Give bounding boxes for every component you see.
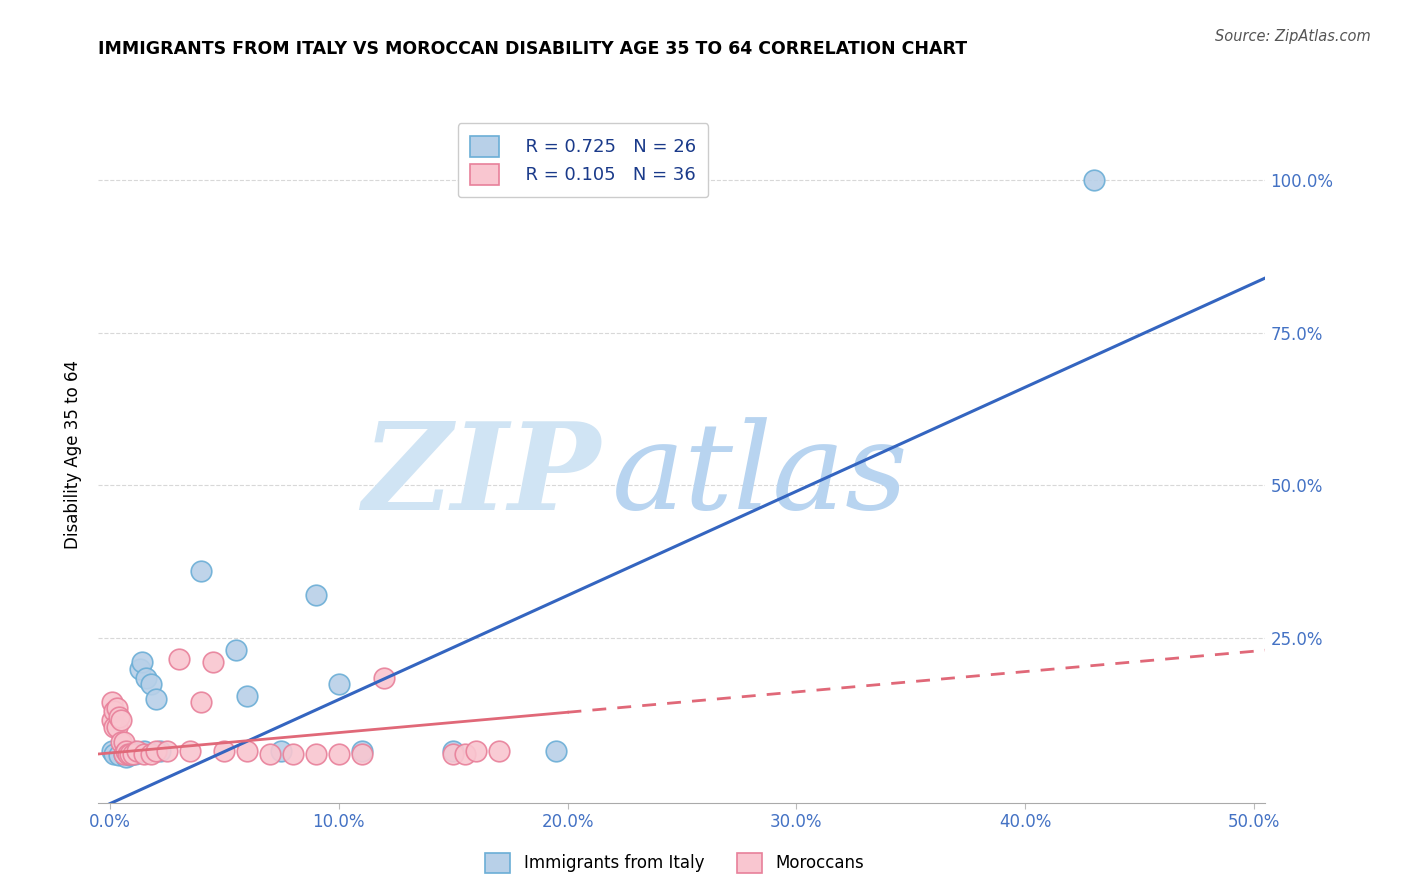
Point xyxy=(120,748,142,763)
Point xyxy=(127,744,149,758)
Point xyxy=(305,747,328,761)
Text: atlas: atlas xyxy=(612,417,908,534)
Text: Source: ZipAtlas.com: Source: ZipAtlas.com xyxy=(1215,29,1371,44)
Point xyxy=(236,689,259,703)
Point xyxy=(120,747,142,761)
Point xyxy=(145,692,167,706)
Legend: Immigrants from Italy, Moroccans: Immigrants from Italy, Moroccans xyxy=(478,847,872,880)
Point xyxy=(121,744,143,758)
Point xyxy=(441,744,464,758)
Point xyxy=(105,719,128,733)
Point xyxy=(465,744,488,758)
Point xyxy=(101,714,124,728)
Point xyxy=(112,747,135,761)
Point xyxy=(128,661,150,675)
Point xyxy=(441,747,464,761)
Point xyxy=(101,695,124,709)
Point xyxy=(167,652,190,666)
Point xyxy=(115,744,138,758)
Point xyxy=(124,747,146,761)
Point xyxy=(259,747,281,761)
Point xyxy=(236,744,259,758)
Point xyxy=(110,714,132,728)
Point xyxy=(110,735,132,749)
Point xyxy=(305,588,328,602)
Point xyxy=(350,747,373,761)
Point xyxy=(149,744,172,758)
Point xyxy=(544,744,567,758)
Point xyxy=(225,643,247,657)
Point xyxy=(190,564,212,578)
Legend:   R = 0.725   N = 26,   R = 0.105   N = 36: R = 0.725 N = 26, R = 0.105 N = 36 xyxy=(457,123,709,197)
Point xyxy=(103,747,125,761)
Point xyxy=(214,744,236,758)
Point xyxy=(328,677,350,691)
Point xyxy=(139,677,162,691)
Point xyxy=(101,744,124,758)
Point xyxy=(115,750,138,764)
Y-axis label: Disability Age 35 to 64: Disability Age 35 to 64 xyxy=(65,360,83,549)
Point xyxy=(117,747,139,761)
Point xyxy=(270,744,292,758)
Point xyxy=(350,744,373,758)
Point xyxy=(190,695,212,709)
Point xyxy=(135,671,157,685)
Point xyxy=(103,719,125,733)
Point xyxy=(373,671,395,685)
Point xyxy=(112,747,135,761)
Point xyxy=(201,656,224,670)
Point xyxy=(134,747,156,761)
Point xyxy=(134,744,156,758)
Point xyxy=(179,744,201,758)
Point xyxy=(328,747,350,761)
Point xyxy=(1083,173,1105,187)
Point xyxy=(145,744,167,758)
Text: ZIP: ZIP xyxy=(361,417,600,535)
Text: IMMIGRANTS FROM ITALY VS MOROCCAN DISABILITY AGE 35 TO 64 CORRELATION CHART: IMMIGRANTS FROM ITALY VS MOROCCAN DISABI… xyxy=(98,40,967,58)
Point xyxy=(108,710,131,724)
Point xyxy=(453,747,475,761)
Point xyxy=(112,735,135,749)
Point xyxy=(105,701,128,715)
Point xyxy=(117,747,139,761)
Point xyxy=(488,744,510,758)
Point xyxy=(108,748,131,763)
Point xyxy=(281,747,304,761)
Point xyxy=(103,704,125,718)
Point xyxy=(156,744,179,758)
Point xyxy=(121,747,143,761)
Point xyxy=(139,747,162,761)
Point xyxy=(131,656,153,670)
